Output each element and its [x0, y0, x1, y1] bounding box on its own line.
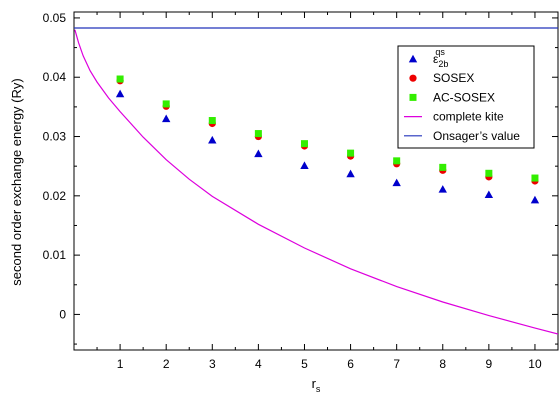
legend-swatch: [409, 74, 417, 82]
legend-label-main: complete kite: [433, 110, 504, 124]
x-tick-label: 7: [393, 357, 400, 371]
x-axis-label-main: r: [312, 376, 317, 391]
x-tick-label: 8: [439, 357, 446, 371]
y-tick-label: 0.05: [43, 11, 67, 25]
data-point: [300, 161, 309, 169]
x-tick-label: 5: [301, 357, 308, 371]
legend-label: Onsager’s value: [433, 129, 520, 143]
legend-label-main: ε: [433, 52, 439, 66]
legend-box: [397, 45, 535, 149]
axes-layer: 1 2 3 4 5 6 7 8 9 10 0 0.01 0.02 0.03 0.04 0.05: [43, 11, 559, 371]
legend-swatch: [409, 93, 417, 101]
data-point: [208, 117, 216, 125]
legend-label-sup: qs: [435, 47, 445, 57]
series-line: [74, 29, 558, 335]
legend-label: complete kite: [433, 110, 504, 124]
x-tick-label: 9: [486, 357, 493, 371]
legend: ε2b qs SOSEX AC-SOSEX complete kite Onsager’s…: [397, 45, 535, 149]
data-point: [530, 195, 540, 204]
x-tick-label: 2: [163, 357, 170, 371]
series-3: [116, 75, 539, 182]
data-point: [254, 130, 262, 138]
x-tick-label: 4: [255, 357, 262, 371]
y-tick-label: 0.01: [43, 248, 67, 262]
legend-swatch: [408, 54, 418, 63]
y-tick-label: 0.02: [43, 189, 67, 203]
legend-label-main: SOSEX: [433, 71, 474, 85]
series-4: [74, 29, 558, 335]
x-tick-label: 1: [117, 357, 124, 371]
legend-label-sub: 2b: [438, 59, 448, 69]
data-point: [300, 140, 308, 148]
x-tick-label: 3: [209, 357, 216, 371]
data-point: [346, 169, 355, 178]
data-point: [392, 178, 401, 187]
series-layer: [74, 27, 558, 335]
data-point: [347, 149, 355, 157]
data-point: [439, 163, 447, 171]
data-point: [116, 75, 124, 83]
y-tick-label: 0.03: [43, 130, 67, 144]
data-point: [484, 190, 494, 198]
data-point: [208, 135, 217, 144]
data-point: [162, 100, 170, 108]
data-point: [438, 185, 447, 193]
data-point: [393, 157, 401, 165]
legend-label: AC-SOSEX: [433, 90, 495, 104]
x-tick-label: 10: [528, 357, 542, 371]
legend-label-main: Onsager’s value: [433, 129, 520, 143]
y-axis-label: second order exchange energy (Ry): [9, 78, 24, 285]
x-tick-label: 6: [347, 357, 354, 371]
y-tick-label: 0: [59, 307, 66, 321]
x-axis-label-sub: s: [316, 384, 321, 394]
data-point: [161, 114, 171, 123]
y-tick-label: 0.04: [43, 70, 67, 84]
series-1: [115, 89, 540, 204]
legend-label: ε2b qs: [433, 47, 448, 69]
data-point: [254, 149, 263, 158]
data-point: [115, 89, 125, 98]
plot-frame: [73, 11, 559, 351]
legend-label-main: AC-SOSEX: [433, 90, 495, 104]
data-point: [531, 174, 539, 182]
legend-label: SOSEX: [433, 71, 474, 85]
data-point: [485, 169, 493, 177]
x-axis-label: rs: [312, 376, 321, 394]
